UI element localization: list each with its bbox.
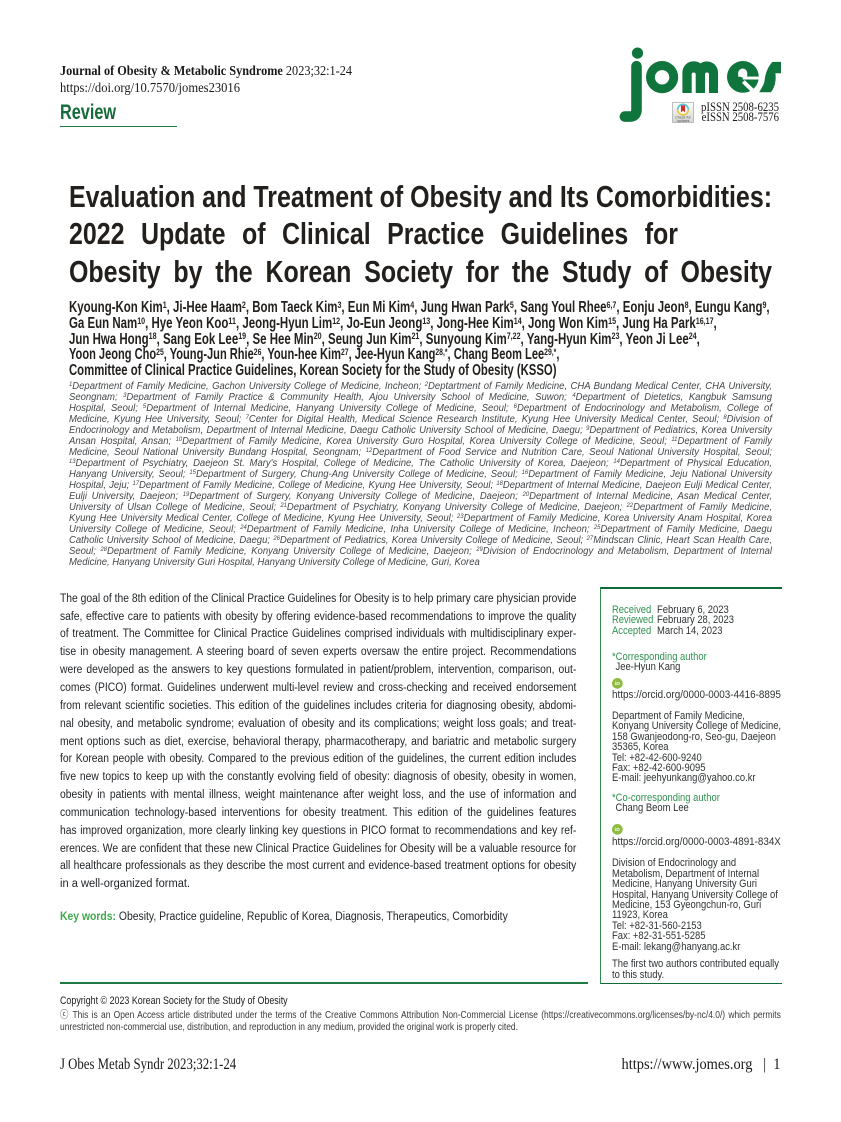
svg-text:iD: iD: [615, 828, 620, 834]
svg-text:Check for: Check for: [675, 115, 691, 119]
svg-text:updates: updates: [677, 118, 690, 122]
svg-text:iD: iD: [615, 681, 620, 687]
